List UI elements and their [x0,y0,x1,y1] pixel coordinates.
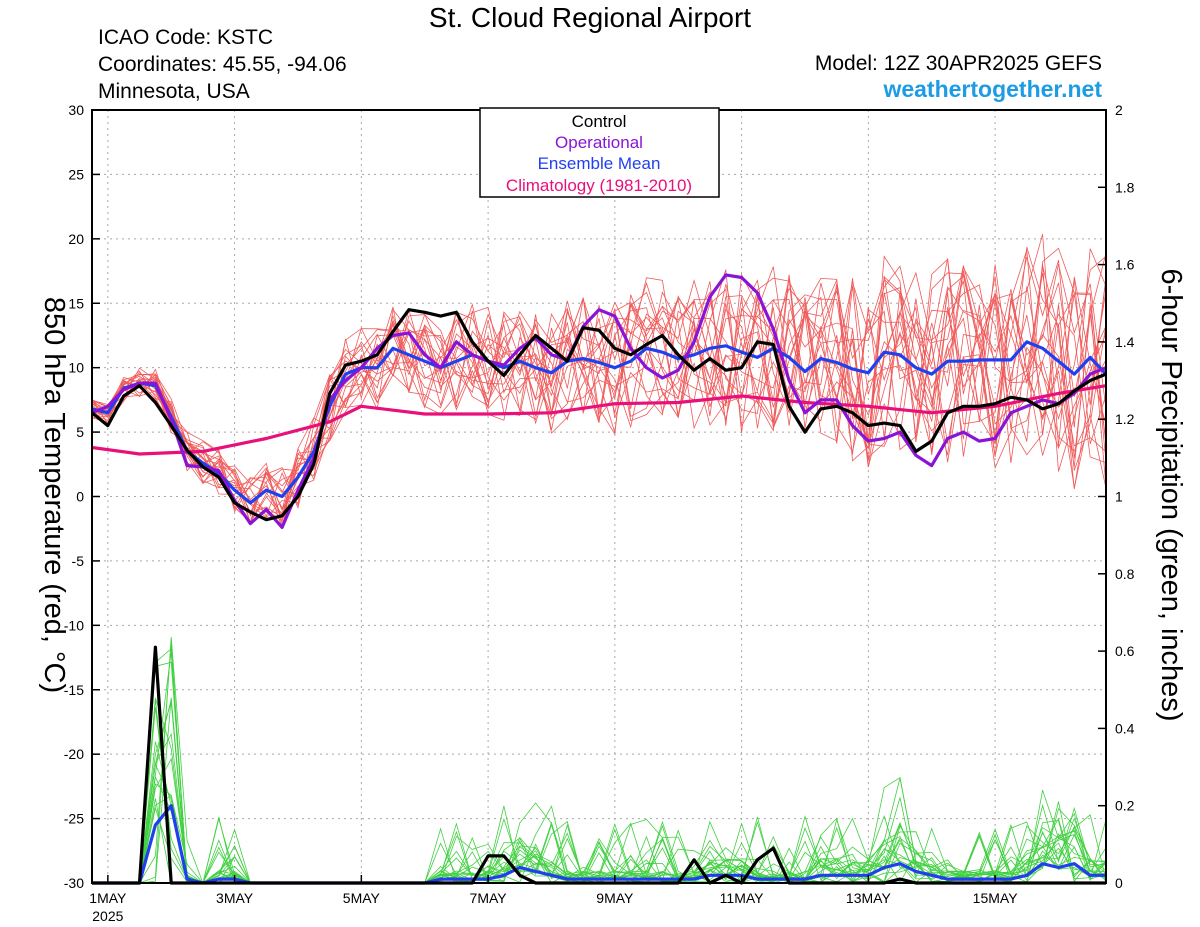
y2-tick-label: 0 [1115,875,1123,891]
x-tick-label: 1MAY [89,890,127,906]
ensemble-member-temp-line [91,264,1107,523]
ensemble-member-precip-line [92,697,1107,884]
y-tick-label: -10 [64,617,84,633]
y-tick-label: -5 [72,553,85,569]
control-precip-line [92,645,1106,885]
ensemble-member-precip-line [92,763,1107,884]
axes: 302520151050-5-10-15-20-25-3021.81.61.41… [64,102,1135,924]
operational-temp-line [91,273,1107,530]
ensemble-member-temp-line [91,264,1107,523]
ensemble-member-temp-line [91,279,1107,524]
legend-entry-ensemble-mean: Ensemble Mean [538,154,661,173]
y2-tick-label: 1.6 [1115,257,1135,273]
coordinates: Coordinates: 45.55, -94.06 [98,53,347,76]
x-tick-label: 3MAY [216,890,254,906]
y2-tick-label: 0.2 [1115,798,1135,814]
y2-tick-label: 1.4 [1115,334,1135,350]
y2-tick-label: 1.2 [1115,411,1135,427]
y2-tick-label: 0.4 [1115,720,1135,736]
ensemble-mean-temp-line [91,340,1108,505]
y-tick-label: 25 [68,166,84,182]
y2-tick-label: 0.6 [1115,643,1135,659]
y-axis-label-left: 850 hPa Temperature (red, °C) [38,297,70,693]
model-run: Model: 12Z 30APR2025 GEFS [814,52,1102,75]
y2-tick-label: 1 [1115,489,1123,505]
ensemble-member-precip-line [92,707,1107,884]
y2-tick-label: 1.8 [1115,179,1135,195]
ensemble-member-precip-line [92,647,1107,884]
ensemble-member-temp-line [91,247,1107,510]
legend-entry-climatology: Climatology (1981-2010) [506,176,692,195]
y-tick-label: -30 [64,875,84,891]
ensemble-member-precip-line [92,661,1107,884]
chart-title: St. Cloud Regional Airport [428,2,752,33]
location: Minnesota, USA [98,80,250,103]
ensemble-member-precip-line [92,651,1107,884]
legend: Control Operational Ensemble Mean Climat… [479,107,720,198]
icao-code: ICAO Code: KSTC [98,26,274,49]
gridlines [92,110,1106,883]
legend-entry-control: Control [572,112,627,131]
ensemble-member-temp-line [91,264,1107,514]
ensemble-member-temp-line [91,248,1107,515]
ensemble-member-precip-line [92,757,1107,884]
y-axis-label-right: 6-hour Precipitation (green, inches) [1155,269,1187,722]
y-tick-label: 0 [76,489,84,505]
ensemble-member-temp-line [91,258,1107,518]
ensemble-member-temp-line [91,272,1107,515]
climatology-1981-2010-temp-line [91,384,1107,456]
y-tick-label: -20 [64,746,84,762]
ensemble-member-precip-line [92,699,1107,884]
x-tick-sublabel: 2025 [92,908,123,924]
ensemble-member-temp-line [91,234,1107,524]
ensemble-member-temp-line [91,255,1107,519]
y-tick-label: 30 [68,102,84,118]
ensemble-member-temp-line [91,246,1107,519]
ensemble-member-precip-line [92,699,1107,884]
x-tick-label: 15MAY [973,890,1019,906]
y-tick-label: -25 [64,811,84,827]
y-tick-label: 5 [76,424,84,440]
x-tick-label: 7MAY [470,890,508,906]
x-tick-label: 13MAY [846,890,892,906]
legend-box [479,107,720,198]
x-tick-label: 9MAY [596,890,634,906]
y-tick-label: 10 [68,360,84,376]
ensemble-member-precip-line [92,701,1107,884]
x-tick-label: 5MAY [343,890,381,906]
control-temp-line [90,308,1107,522]
legend-entry-operational: Operational [555,133,643,152]
x-tick-label: 11MAY [720,890,764,906]
y2-tick-label: 2 [1115,102,1123,118]
y-tick-label: 15 [68,295,84,311]
y-tick-label: 20 [68,231,84,247]
y-tick-label: -15 [64,682,84,698]
ensemble-member-precip-line [92,697,1107,884]
y2-tick-label: 0.8 [1115,566,1135,582]
series-lines [90,273,1108,885]
site-link[interactable]: weathertogether.net [883,76,1102,102]
